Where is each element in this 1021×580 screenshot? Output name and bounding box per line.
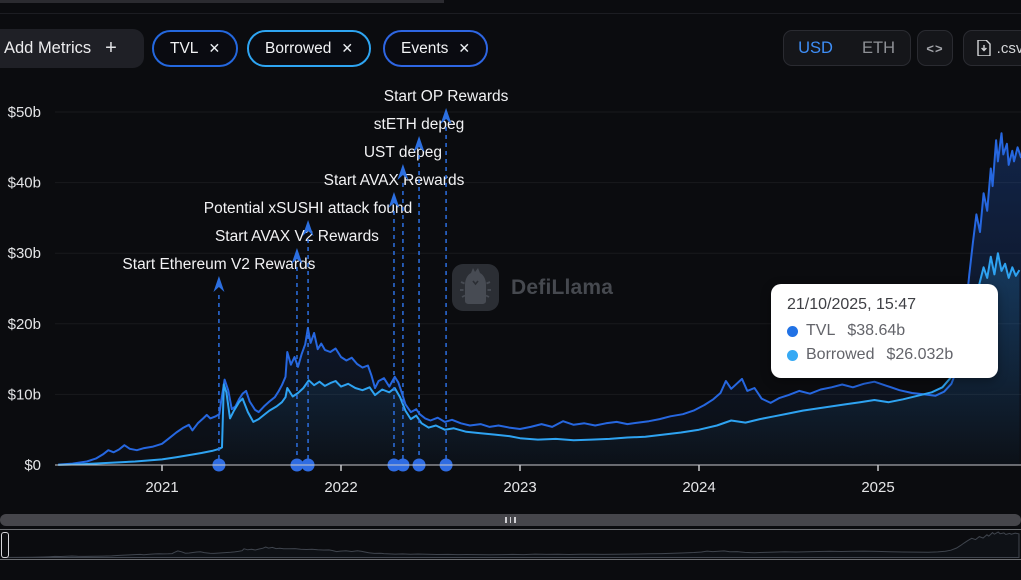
add-metrics-button[interactable]: Add Metrics + [0,29,144,68]
metric-pill-tvl[interactable]: TVL ✕ [152,30,239,67]
y-axis: $0 $10b $20b $30b $40b $50b [8,104,41,474]
tooltip-row-tvl: TVL $38.64b [787,322,982,340]
borrowed-area [58,253,1020,465]
borrowed-series-dot [787,349,798,361]
y-tick-label: $0 [24,457,41,474]
csv-label: .csv [996,39,1021,57]
y-tick-label: $50b [8,104,41,121]
metric-pill-events[interactable]: Events ✕ [383,30,489,67]
code-brackets-icon: <> [926,40,944,56]
tooltip-row-borrowed: Borrowed $26.032b [787,346,982,364]
defillama-logo-icon [452,264,499,311]
tvl-line [58,132,1021,466]
x-tick-label: 2023 [503,479,536,496]
event-label: Start AVAX Rewards [324,172,465,189]
y-tick-label: $40b [8,175,41,192]
x-tick-label: 2022 [324,479,357,496]
tvl-series-dot [787,325,798,337]
y-tick-label: $30b [8,245,41,262]
currency-option-eth[interactable]: ETH [862,38,895,57]
x-tick-label: 2021 [145,479,178,496]
event-label: Start AVAX V2 Rewards [215,228,379,245]
tooltip-series-value: $38.64b [847,322,906,339]
x-tick-label: 2024 [682,479,715,496]
brush-frame-top [0,529,1021,530]
x-axis: 2021 2022 2023 2024 2025 [55,464,1021,496]
y-tick-label: $10b [8,386,41,403]
metric-pill-label: Events [401,39,449,57]
plus-icon: + [105,37,117,59]
csv-download-button[interactable]: .csv [963,30,1021,66]
y-tick-label: $20b [8,316,41,333]
metric-pill-borrowed[interactable]: Borrowed ✕ [247,30,372,67]
embed-button[interactable]: <> [917,30,953,66]
tooltip-series-label: TVL [806,322,836,339]
event-arrow-up-icon [388,192,400,208]
event-arrow-up-icon [302,220,314,236]
brush-frame-bottom [0,559,1021,560]
brush-mini-chart[interactable] [1,531,1020,558]
tooltip-series-label: Borrowed [806,346,875,363]
top-divider [0,13,1021,14]
scrollbar-grip-icon[interactable] [505,517,516,523]
defillama-watermark: DefiLlama [452,264,613,311]
event-arrow-up-icon [397,164,409,180]
watermark-text: DefiLlama [511,275,614,299]
event-label: Start Ethereum V2 Rewards [122,256,315,273]
currency-option-usd[interactable]: USD [798,38,833,57]
x-tick-label: 2025 [861,479,894,496]
event-arrow-up-icon [440,108,452,124]
event-label: Start OP Rewards [384,88,509,105]
event-arrow-up-icon [413,136,425,152]
event-label: stETH depeg [374,116,464,133]
chart-tooltip: 21/10/2025, 15:47 TVL $38.64b Borrowed $… [771,284,998,378]
close-icon[interactable]: ✕ [458,40,471,56]
metric-pill-label: TVL [170,39,199,57]
event-marker[interactable]: Start AVAX V2 Rewards [215,228,379,472]
horizontal-scrollbar[interactable] [0,514,1021,526]
event-marker[interactable]: stETH depeg [374,116,464,472]
top-partial-bar [0,0,444,3]
event-arrow-up-icon [291,248,303,264]
add-metrics-label: Add Metrics [4,39,92,57]
event-marker[interactable]: Start OP Rewards [384,88,509,472]
event-arrow-up-icon [213,276,225,292]
borrowed-line [58,252,1021,466]
tooltip-date: 21/10/2025, 15:47 [787,296,917,313]
metric-pill-label: Borrowed [265,39,332,57]
currency-toggle[interactable]: USD ETH [783,30,911,66]
tooltip-series-value: $26.032b [886,346,954,363]
close-icon[interactable]: ✕ [208,40,221,56]
event-label: UST depeg [364,144,442,161]
tvl-area [58,133,1021,465]
brush-left-handle[interactable] [1,532,9,558]
event-label: Potential xSUSHI attack found [204,200,413,217]
close-icon[interactable]: ✕ [341,40,354,56]
